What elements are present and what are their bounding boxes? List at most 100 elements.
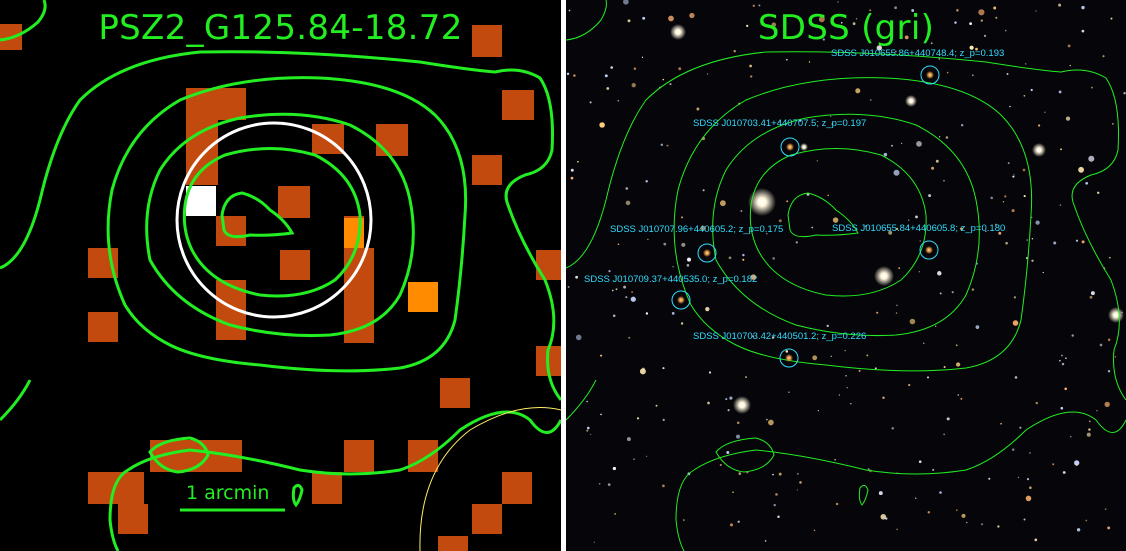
star [719, 463, 722, 467]
star [870, 99, 872, 101]
contour-corner-top-left [0, 0, 47, 42]
bright-star [748, 188, 776, 216]
star [631, 291, 634, 294]
star [955, 509, 958, 512]
star [1012, 320, 1019, 326]
optical-image-canvas [566, 0, 1126, 551]
star [1061, 362, 1065, 366]
star [811, 226, 814, 229]
star [990, 196, 993, 200]
star [795, 241, 798, 244]
xray-pixel [88, 312, 118, 342]
star [589, 101, 592, 104]
star [945, 136, 949, 139]
star [566, 72, 570, 76]
star [645, 455, 648, 457]
star [1019, 426, 1022, 429]
star [935, 325, 937, 327]
star [1060, 406, 1064, 410]
star [969, 45, 974, 50]
galaxy-label: SDSS J010703.42+440501.2; z_p=0.226 [693, 331, 867, 342]
star [749, 64, 752, 68]
star [681, 242, 686, 247]
star [1123, 91, 1126, 95]
star [586, 429, 589, 432]
star [678, 67, 682, 71]
xray-pixel [502, 472, 532, 504]
star [888, 230, 893, 235]
galaxy-marker [919, 240, 939, 260]
star [633, 67, 637, 71]
star [1090, 86, 1093, 89]
star [766, 233, 768, 235]
star [1029, 452, 1031, 454]
star [869, 9, 872, 12]
star [733, 50, 736, 53]
star [1088, 420, 1091, 423]
star [900, 142, 903, 145]
star [995, 223, 997, 226]
star [1107, 338, 1111, 341]
star [908, 219, 910, 221]
star [980, 19, 983, 22]
star [1060, 148, 1062, 151]
star [702, 189, 705, 192]
star [918, 460, 922, 464]
contour-2-thin [673, 77, 1033, 372]
star [608, 269, 611, 273]
star [775, 493, 778, 496]
star [799, 119, 802, 122]
star [850, 403, 852, 405]
star [1004, 29, 1007, 32]
star [612, 466, 617, 471]
xray-pixel [472, 25, 502, 57]
star [1037, 124, 1041, 127]
star [966, 521, 968, 524]
star [1058, 90, 1062, 94]
star [894, 6, 897, 10]
star [867, 468, 870, 471]
star [1088, 428, 1091, 431]
star [969, 22, 972, 25]
star [865, 225, 867, 228]
star [636, 417, 640, 420]
star [1097, 191, 1100, 194]
star [891, 144, 893, 147]
star [575, 275, 578, 279]
star [593, 541, 595, 543]
star [614, 513, 616, 515]
panel-divider [561, 0, 566, 551]
contour-inner-thin [787, 192, 859, 238]
star [1053, 241, 1057, 245]
star [772, 257, 776, 260]
star [742, 258, 745, 261]
star [1030, 88, 1033, 92]
star [998, 231, 1002, 235]
star [1088, 155, 1095, 162]
star [788, 391, 790, 394]
star [1025, 495, 1032, 502]
star [876, 45, 882, 51]
bright-star [905, 95, 917, 107]
star [729, 396, 733, 400]
star [956, 9, 959, 12]
star [896, 304, 898, 306]
star [600, 413, 602, 416]
star [740, 210, 743, 212]
star [590, 433, 592, 436]
star [768, 419, 774, 426]
star [1022, 168, 1026, 172]
star [773, 503, 776, 507]
star [785, 350, 789, 353]
star [796, 489, 799, 491]
xray-pixel [440, 378, 470, 408]
star [570, 168, 574, 172]
star [1052, 463, 1055, 466]
star [835, 502, 839, 506]
star [1007, 162, 1010, 165]
star [961, 124, 964, 127]
star [1070, 436, 1072, 438]
star [680, 216, 684, 219]
xray-pixel-peak [186, 186, 216, 216]
star [946, 417, 950, 421]
